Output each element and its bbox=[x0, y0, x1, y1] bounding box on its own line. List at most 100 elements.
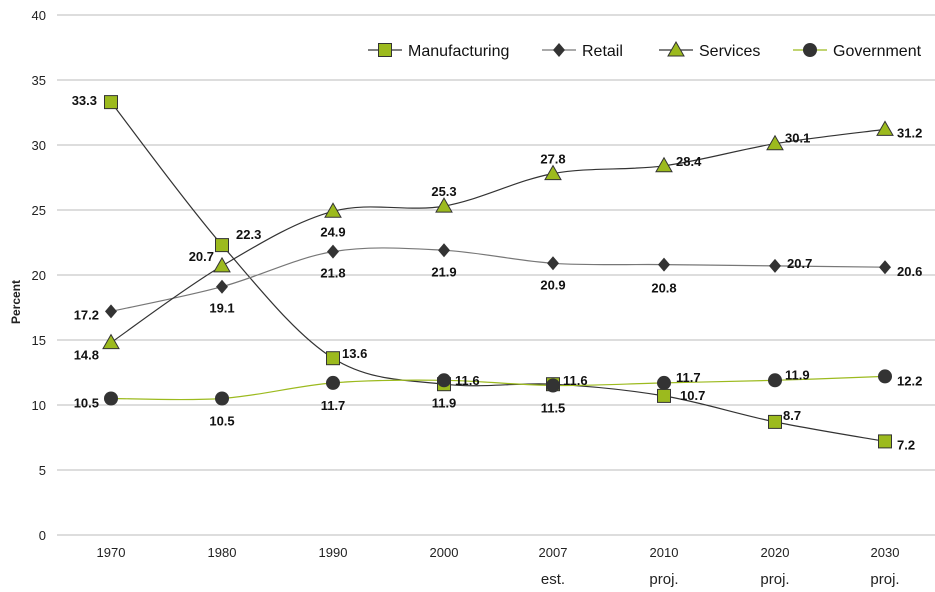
marker-services bbox=[324, 202, 342, 218]
marker-retail bbox=[769, 258, 781, 273]
x-tick-sublabel: est. bbox=[541, 571, 565, 588]
y-axis: 0 5 10 15 20 25 30 35 40 bbox=[32, 8, 46, 543]
legend-label-manufacturing: Manufacturing bbox=[408, 43, 509, 60]
data-label-manufacturing: 22.3 bbox=[236, 227, 261, 242]
data-label-retail: 19.1 bbox=[209, 301, 234, 316]
marker-government bbox=[104, 391, 118, 406]
legend-label-retail: Retail bbox=[582, 43, 623, 60]
x-tick-label: 2007 bbox=[539, 545, 568, 560]
data-label-manufacturing: 11.6 bbox=[563, 373, 588, 388]
data-label-manufacturing: 13.6 bbox=[342, 346, 367, 361]
legend-label-services: Services bbox=[699, 43, 760, 60]
data-label-manufacturing: 11.6 bbox=[455, 373, 480, 388]
data-label-manufacturing: 7.2 bbox=[897, 437, 915, 452]
x-tick-sublabel: proj. bbox=[760, 571, 789, 588]
legend-marker-manufacturing bbox=[378, 43, 392, 57]
marker-manufacturing bbox=[215, 238, 229, 253]
marker-services bbox=[102, 333, 120, 350]
marker-retail bbox=[105, 304, 117, 319]
marker-government bbox=[878, 369, 892, 384]
x-tick-label: 1970 bbox=[97, 545, 126, 560]
y-tick-label: 20 bbox=[32, 268, 46, 283]
data-label-services: 25.3 bbox=[431, 184, 456, 199]
legend: Manufacturing Retail Services Government bbox=[368, 40, 922, 60]
data-label-government: 10.5 bbox=[209, 414, 234, 429]
marker-manufacturing bbox=[657, 388, 671, 403]
data-label-retail: 20.8 bbox=[651, 281, 676, 296]
data-label-services: 27.8 bbox=[540, 152, 565, 167]
series-line-services bbox=[110, 128, 886, 344]
legend-label-government: Government bbox=[833, 43, 922, 60]
marker-government bbox=[437, 373, 451, 388]
marker-government bbox=[215, 391, 229, 406]
data-label-manufacturing: 10.7 bbox=[680, 388, 705, 403]
data-label-services: 20.7 bbox=[189, 249, 214, 264]
series-markers bbox=[102, 95, 894, 449]
data-labels: 33.3 22.3 13.6 11.6 11.6 10.7 8.7 7.2 17.2 19.1 21… bbox=[72, 93, 923, 452]
marker-retail bbox=[547, 256, 559, 271]
marker-manufacturing bbox=[768, 414, 782, 429]
data-label-government: 11.7 bbox=[321, 398, 346, 413]
x-tick-label: 2000 bbox=[430, 545, 459, 560]
marker-services bbox=[435, 197, 453, 213]
marker-services bbox=[213, 256, 231, 273]
marker-services bbox=[876, 120, 894, 136]
y-tick-label: 0 bbox=[39, 528, 46, 543]
marker-retail bbox=[879, 260, 891, 275]
y-tick-label: 5 bbox=[39, 463, 46, 478]
legend-marker-services bbox=[667, 40, 685, 57]
series-line-retail bbox=[110, 247, 886, 312]
marker-manufacturing bbox=[326, 351, 340, 366]
marker-retail bbox=[658, 257, 670, 272]
series-line-government bbox=[110, 375, 886, 401]
marker-government bbox=[657, 375, 671, 390]
marker-manufacturing bbox=[104, 95, 118, 110]
data-label-manufacturing: 8.7 bbox=[783, 408, 801, 423]
legend-marker-retail bbox=[553, 43, 565, 57]
marker-government bbox=[546, 378, 560, 393]
y-tick-label: 30 bbox=[32, 138, 46, 153]
data-label-government: 11.7 bbox=[676, 370, 701, 385]
data-label-retail: 20.7 bbox=[787, 256, 812, 271]
data-label-services: 24.9 bbox=[320, 224, 345, 239]
data-label-services: 31.2 bbox=[897, 125, 922, 140]
x-tick-label: 1990 bbox=[319, 545, 348, 560]
data-label-retail: 20.9 bbox=[540, 277, 565, 292]
x-tick-label: 2010 bbox=[650, 545, 679, 560]
data-label-retail: 21.9 bbox=[431, 264, 456, 279]
gridlines bbox=[57, 14, 935, 536]
x-tick-label: 2030 bbox=[871, 545, 900, 560]
data-label-manufacturing: 33.3 bbox=[72, 93, 97, 108]
x-tick-sublabel: proj. bbox=[649, 571, 678, 588]
data-label-government: 11.5 bbox=[541, 401, 566, 416]
data-label-services: 14.8 bbox=[74, 348, 99, 363]
data-label-services: 30.1 bbox=[785, 131, 810, 146]
marker-government bbox=[768, 373, 782, 388]
legend-marker-government bbox=[803, 43, 817, 57]
marker-services bbox=[655, 156, 673, 173]
y-tick-label: 40 bbox=[32, 8, 46, 23]
data-label-government: 11.9 bbox=[785, 367, 810, 382]
marker-services bbox=[544, 164, 562, 181]
x-tick-label: 1980 bbox=[208, 545, 237, 560]
x-tick-label: 2020 bbox=[761, 545, 790, 560]
y-axis-label: Percent bbox=[9, 280, 23, 324]
data-label-retail: 21.8 bbox=[320, 266, 345, 281]
data-label-services: 28.4 bbox=[676, 154, 702, 169]
marker-retail bbox=[216, 279, 228, 294]
x-tick-sublabel: proj. bbox=[870, 571, 899, 588]
x-axis: 1970 1980 1990 2000 2007 est. 2010 proj. 2020 pro… bbox=[97, 545, 900, 588]
y-tick-label: 25 bbox=[32, 203, 46, 218]
data-label-government: 11.9 bbox=[432, 395, 457, 410]
y-tick-label: 35 bbox=[32, 73, 46, 88]
data-label-government: 12.2 bbox=[897, 373, 922, 388]
marker-retail bbox=[438, 243, 450, 258]
y-tick-label: 15 bbox=[32, 333, 46, 348]
marker-government bbox=[326, 375, 340, 390]
data-label-government: 10.5 bbox=[74, 396, 99, 411]
y-tick-label: 10 bbox=[32, 398, 46, 413]
marker-retail bbox=[327, 244, 339, 259]
data-label-retail: 20.6 bbox=[897, 264, 922, 279]
data-label-retail: 17.2 bbox=[74, 307, 99, 322]
